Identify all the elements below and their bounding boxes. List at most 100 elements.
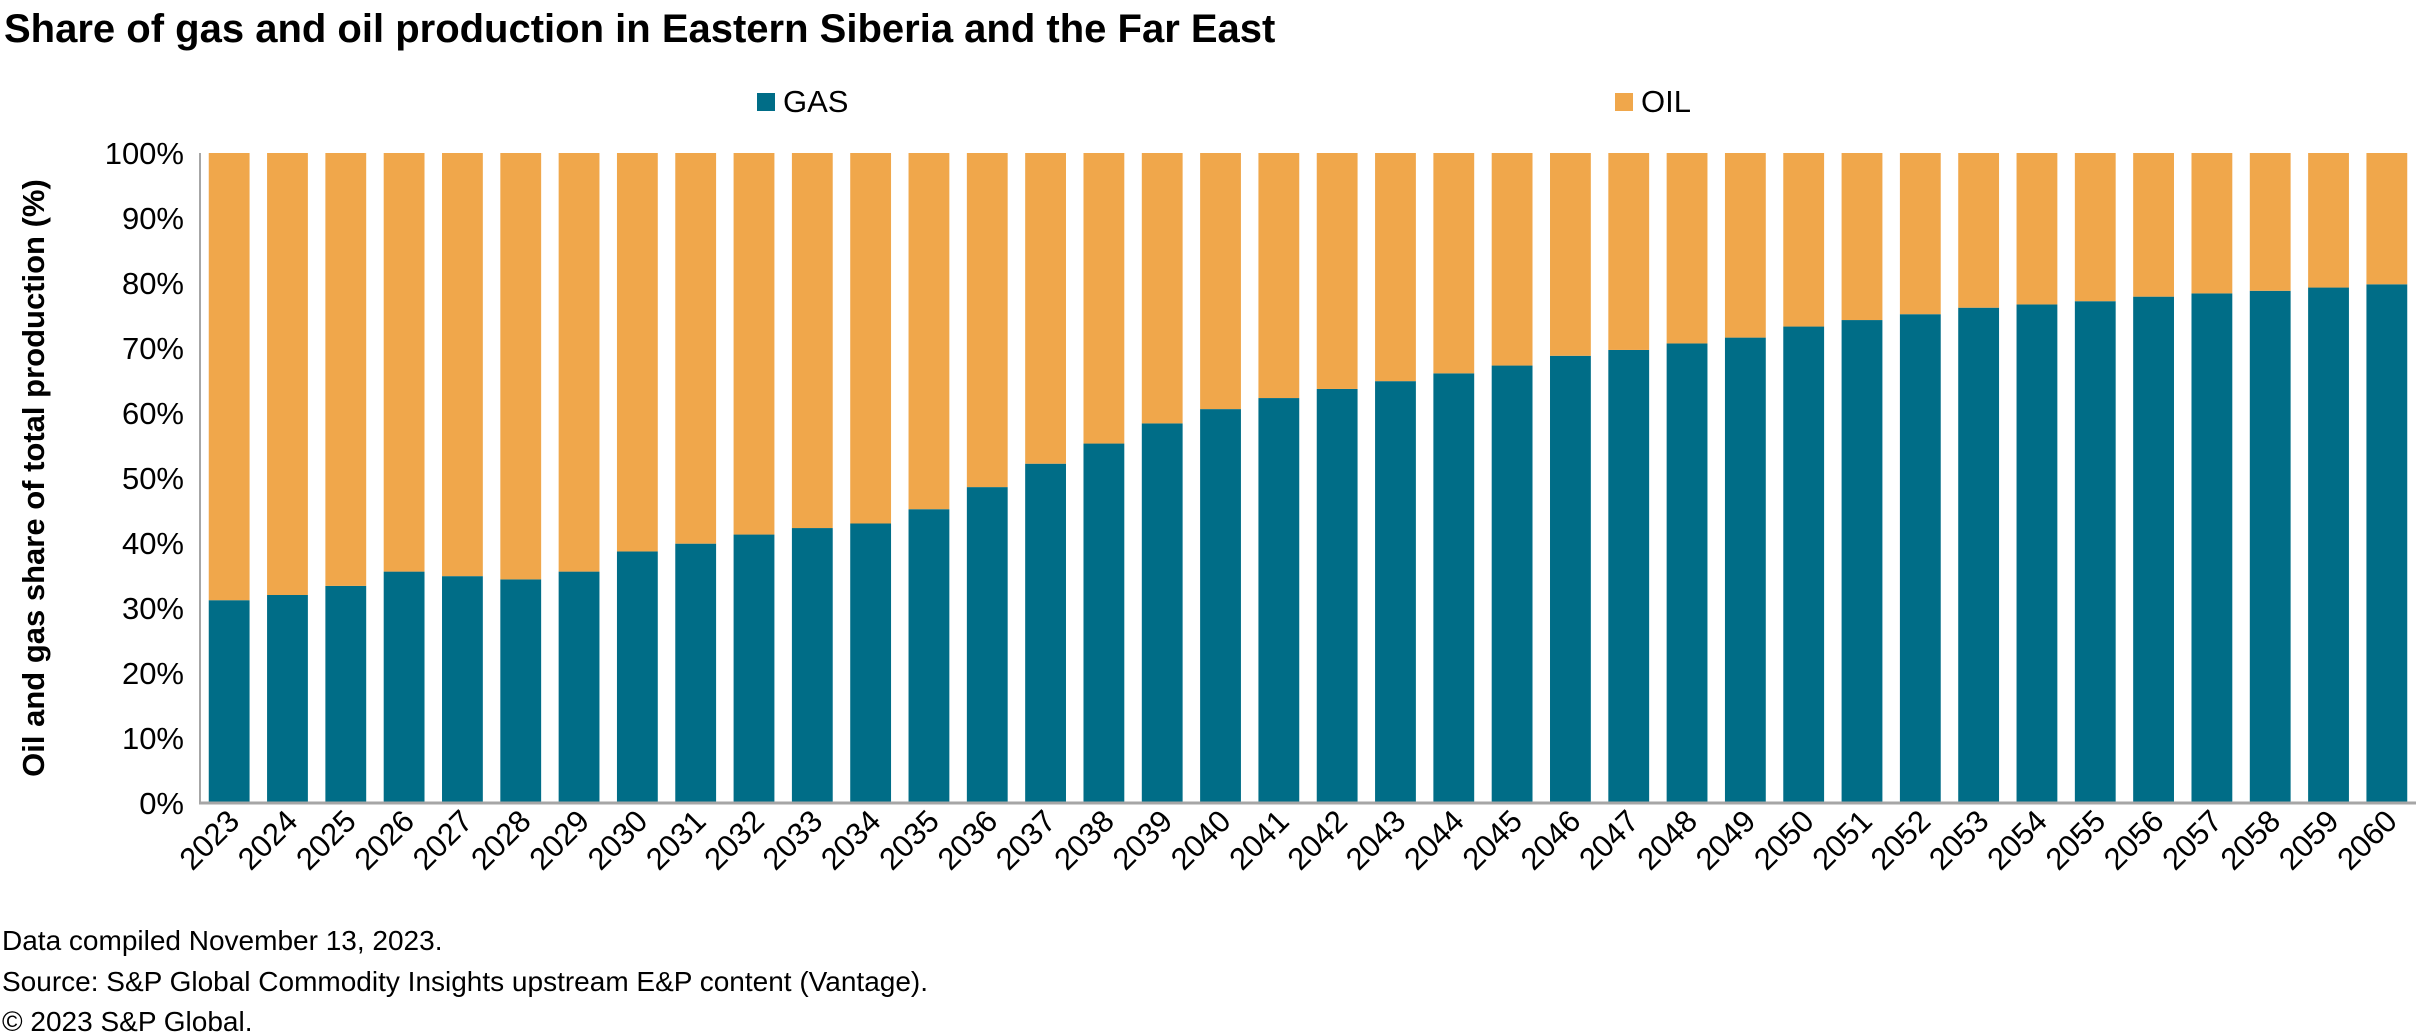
x-tick-label: 2050 [1747, 803, 1821, 877]
y-tick-label: 30% [122, 591, 184, 626]
bar-gas-2023 [208, 600, 250, 803]
bar-oil-2024 [267, 153, 308, 595]
bar-gas-2045 [1491, 365, 1533, 803]
x-tick-label: 2034 [814, 803, 888, 877]
x-tick-label: 2045 [1456, 803, 1530, 877]
bar-oil-2055 [2074, 153, 2116, 302]
bar-gas-2035 [908, 509, 950, 803]
x-tick-label: 2024 [231, 803, 305, 877]
x-tick-label: 2026 [348, 803, 422, 877]
x-tick-label: 2048 [1630, 803, 1704, 877]
bar-gas-2034 [850, 523, 892, 803]
bar-oil-2050 [1783, 153, 1825, 327]
x-tick-label: 2030 [581, 803, 655, 877]
x-tick-label: 2047 [1572, 803, 1646, 877]
bar-oil-2037 [1025, 153, 1066, 464]
y-tick-label: 40% [122, 526, 184, 561]
x-tick-label: 2059 [2272, 803, 2346, 877]
bar-oil-2035 [908, 153, 950, 510]
chart-title: Share of gas and oil production in Easte… [4, 7, 1275, 51]
legend-label-gas: GAS [783, 84, 848, 119]
bar-oil-2043 [1375, 153, 1416, 382]
bar-oil-2025 [325, 153, 367, 586]
bar-oil-2031 [675, 153, 717, 544]
bar-oil-2030 [616, 153, 658, 552]
x-tick-label: 2051 [1805, 803, 1879, 877]
footer-source: Source: S&P Global Commodity Insights up… [2, 966, 928, 997]
bar-gas-2058 [2249, 290, 2291, 803]
x-tick-label: 2056 [2097, 803, 2171, 877]
x-tick-label: 2042 [1281, 803, 1355, 877]
y-tick-label: 50% [122, 461, 184, 496]
footer-date: Data compiled November 13, 2023. [2, 925, 442, 956]
bar-gas-2029 [558, 571, 600, 803]
bar-gas-2059 [2308, 287, 2349, 803]
legend-swatch-gas [757, 93, 775, 111]
x-tick-label: 2052 [1864, 803, 1938, 877]
x-tick-label: 2033 [756, 803, 830, 877]
bar-gas-2038 [1083, 443, 1125, 803]
bar-oil-2044 [1433, 153, 1475, 374]
bar-gas-2046 [1550, 355, 1591, 803]
y-axis: 0% 10% 20% 30% 40% 50% 60% 70% 80% 90% 100% [105, 136, 184, 821]
x-tick-label: 2037 [989, 803, 1063, 877]
bar-gas-2049 [1724, 337, 1766, 803]
x-tick-label: 2027 [406, 803, 480, 877]
bar-gas-2047 [1608, 349, 1650, 803]
bar-gas-2028 [500, 579, 542, 803]
x-tick-label: 2039 [1106, 803, 1180, 877]
bar-gas-2044 [1433, 373, 1475, 803]
bar-oil-2053 [1958, 153, 2000, 308]
bar-gas-2060 [2366, 284, 2408, 803]
bar-gas-2051 [1841, 320, 1883, 803]
y-tick-label: 20% [122, 656, 184, 691]
bar-gas-2024 [267, 595, 308, 803]
y-axis-title: Oil and gas share of total production (%… [16, 179, 51, 777]
x-tick-label: 2031 [639, 803, 713, 877]
bar-oil-2045 [1491, 153, 1533, 366]
bar-oil-2032 [733, 153, 775, 535]
bar-gas-2052 [1899, 314, 1941, 803]
bar-oil-2052 [1899, 153, 1941, 315]
bar-oil-2056 [2133, 153, 2174, 297]
bar-gas-2031 [675, 543, 717, 803]
x-tick-label: 2036 [931, 803, 1005, 877]
x-tick-label: 2032 [697, 803, 771, 877]
bar-oil-2048 [1666, 153, 1708, 344]
bar-oil-2040 [1200, 153, 1241, 410]
bar-gas-2027 [442, 576, 483, 803]
bars [208, 153, 2408, 803]
bar-gas-2030 [616, 551, 658, 803]
x-tick-label: 2041 [1222, 803, 1296, 877]
bar-oil-2059 [2308, 153, 2349, 288]
y-tick-label: 10% [122, 721, 184, 756]
x-axis: 2023202420252026202720282029203020312032… [173, 803, 2404, 877]
bar-gas-2036 [966, 487, 1008, 803]
bar-oil-2038 [1083, 153, 1125, 444]
bar-oil-2042 [1316, 153, 1358, 389]
y-tick-label: 100% [105, 136, 184, 171]
bar-gas-2033 [791, 528, 833, 803]
bar-gas-2055 [2074, 301, 2116, 803]
bar-oil-2041 [1258, 153, 1300, 399]
y-tick-label: 0% [139, 786, 184, 821]
bar-oil-2027 [442, 153, 483, 577]
bar-oil-2039 [1141, 153, 1183, 424]
y-tick-label: 70% [122, 331, 184, 366]
bar-oil-2047 [1608, 153, 1650, 350]
bar-oil-2051 [1841, 153, 1883, 321]
bar-gas-2056 [2133, 296, 2174, 803]
bar-oil-2036 [966, 153, 1008, 488]
bar-oil-2023 [208, 153, 250, 601]
x-tick-label: 2054 [1980, 803, 2054, 877]
bar-oil-2058 [2249, 153, 2291, 291]
bar-oil-2028 [500, 153, 542, 580]
x-tick-label: 2043 [1339, 803, 1413, 877]
x-tick-label: 2058 [2214, 803, 2288, 877]
x-tick-label: 2038 [1047, 803, 1121, 877]
bar-gas-2040 [1200, 409, 1241, 803]
bar-gas-2048 [1666, 343, 1708, 803]
x-tick-label: 2057 [2155, 803, 2229, 877]
x-tick-label: 2055 [2039, 803, 2113, 877]
